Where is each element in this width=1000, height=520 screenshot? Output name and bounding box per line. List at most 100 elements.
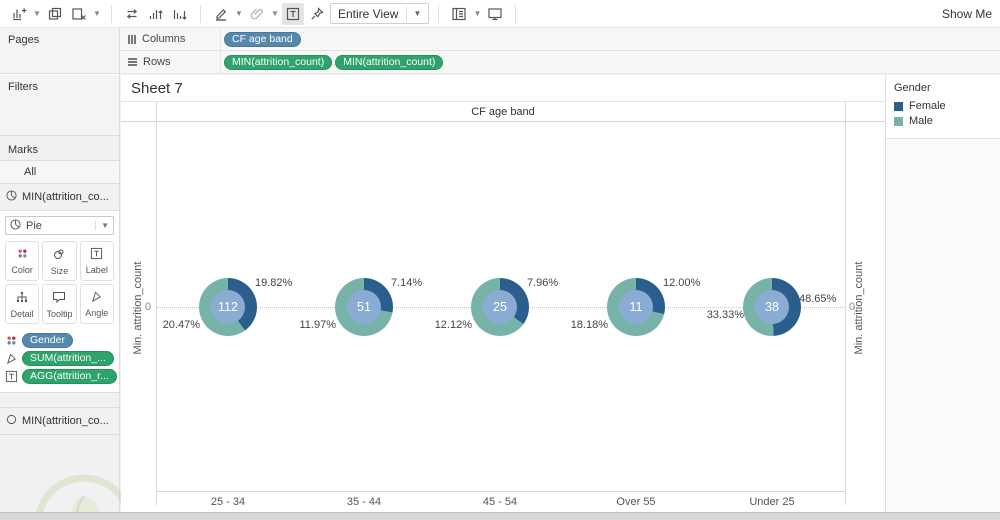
- columns-pill[interactable]: CF age band: [224, 31, 301, 47]
- rows-pill[interactable]: MIN(attrition_count): [335, 54, 444, 70]
- duplicate-sheet-icon[interactable]: [44, 3, 66, 25]
- angle-icon: [5, 352, 18, 365]
- dropdown-caret-icon[interactable]: ▼: [271, 9, 279, 18]
- color-button[interactable]: Color: [5, 241, 40, 281]
- marks-card2-header[interactable]: MIN(attrition_co...: [0, 407, 119, 435]
- tooltip-icon: [52, 290, 66, 306]
- male-pct-label: 33.33%: [706, 309, 744, 321]
- marks-pill[interactable]: SUM(attrition_...: [22, 351, 114, 366]
- bottom-axis-line: [156, 491, 845, 492]
- show-mark-labels-icon[interactable]: [282, 2, 304, 25]
- show-hide-cards-icon[interactable]: [448, 3, 470, 25]
- female-pct-label: 7.96%: [527, 277, 559, 289]
- color-icon: [5, 334, 18, 347]
- mark-type-select[interactable]: Pie ▼: [5, 216, 114, 235]
- legend-item-male[interactable]: Male: [894, 115, 992, 127]
- show-me-label: Show Me: [941, 6, 992, 21]
- status-bar: [0, 512, 1000, 520]
- toolbar-separator: [200, 4, 201, 23]
- detail-button-label: Detail: [10, 308, 34, 319]
- pie-count-circle[interactable]: 112: [211, 290, 245, 324]
- rows-pill[interactable]: MIN(attrition_count): [224, 54, 333, 70]
- marks-pill-row: Gender: [5, 333, 114, 348]
- male-pct-label: 12.12%: [434, 319, 472, 331]
- female-pct-label: 12.00%: [663, 277, 701, 289]
- new-worksheet-icon[interactable]: [8, 3, 30, 25]
- dropdown-caret-icon[interactable]: ▼: [473, 9, 482, 18]
- toolbar-separator: [111, 4, 112, 23]
- category-axis-label: Under 25: [749, 496, 795, 508]
- pie-count-circle[interactable]: 38: [755, 290, 789, 324]
- angle-button[interactable]: Angle: [79, 284, 114, 324]
- pie-count-circle[interactable]: 51: [347, 290, 381, 324]
- group-members-icon[interactable]: [246, 3, 268, 25]
- chevron-down-icon: ▼: [95, 221, 109, 230]
- legend-item-female[interactable]: Female: [894, 100, 992, 112]
- dropdown-caret-icon[interactable]: ▼: [33, 9, 41, 18]
- mark-type-value: Pie: [26, 219, 42, 232]
- angle-icon: [90, 290, 103, 305]
- label-icon: [5, 370, 18, 383]
- gender-legend[interactable]: Gender Female Male: [886, 75, 1000, 139]
- label-icon: [90, 247, 103, 262]
- rows-icon: [128, 58, 137, 66]
- size-button[interactable]: Size: [42, 241, 77, 281]
- rows-shelf[interactable]: Rows MIN(attrition_count) MIN(attrition_c…: [120, 51, 1000, 74]
- fix-axes-icon[interactable]: [306, 3, 328, 25]
- pie-mark-icon: [10, 218, 21, 233]
- sheet-title: Sheet 7: [131, 80, 183, 97]
- toolbar: ▼ ▼ ▼ ▼ Entire View ▼ ▼ Show Me: [0, 0, 1000, 28]
- shelves: Columns CF age band Rows MIN(attrition_c…: [120, 28, 1000, 75]
- category-axis-label: 25 - 34: [210, 496, 246, 508]
- female-pct-label: 48.65%: [799, 293, 837, 305]
- clear-sheet-icon[interactable]: [68, 3, 90, 25]
- toolbar-separator: [438, 4, 440, 23]
- tooltip-button-label: Tooltip: [46, 308, 73, 319]
- marks-pill[interactable]: Gender: [22, 333, 74, 348]
- male-pct-label: 20.47%: [162, 319, 200, 331]
- size-button-label: Size: [50, 265, 69, 276]
- sidebar: Pages Filters Marks All MIN(attrition_co…: [0, 28, 134, 520]
- right-axis-line: [845, 101, 846, 505]
- female-pct-label: 7.14%: [391, 277, 423, 289]
- left-axis-title: Min. attrition_count: [132, 261, 144, 355]
- marks-tab-all[interactable]: All: [0, 160, 119, 184]
- legend-column: Gender Female Male: [885, 75, 1000, 512]
- columns-pills: CF age band: [220, 28, 1000, 50]
- columns-shelf[interactable]: Columns CF age band: [120, 28, 1000, 51]
- view-mode-select[interactable]: Entire View ▼: [330, 3, 430, 24]
- dropdown-caret-icon[interactable]: ▼: [93, 9, 101, 18]
- chart-area: Sheet 7 CF age band 0 0 Min. attrition_c…: [121, 75, 885, 512]
- filters-label: Filters: [8, 81, 38, 93]
- legend-item-label: Male: [909, 115, 933, 127]
- category-axis-label: 45 - 54: [482, 496, 518, 508]
- marks-pill[interactable]: AGG(attrition_r...: [22, 369, 117, 384]
- marks-card2-title: MIN(attrition_co...: [22, 415, 109, 427]
- rows-shelf-label: Rows: [120, 56, 220, 68]
- sort-ascending-icon[interactable]: [145, 3, 167, 25]
- pie-count-circle[interactable]: 25: [483, 290, 517, 324]
- marks-label: Marks: [8, 144, 38, 156]
- header-divider: [121, 121, 885, 122]
- marks-card1-header[interactable]: MIN(attrition_co...: [0, 184, 119, 211]
- detail-button[interactable]: Detail: [5, 284, 40, 324]
- dropdown-caret-icon[interactable]: ▼: [235, 9, 243, 18]
- presentation-mode-icon[interactable]: [484, 3, 506, 25]
- show-me-button[interactable]: Show Me: [936, 7, 992, 21]
- highlight-icon[interactable]: [210, 3, 232, 25]
- column-field-header: CF age band: [471, 106, 535, 118]
- pages-shelf[interactable]: Pages: [0, 28, 119, 74]
- pie-mark-icon: [6, 190, 17, 204]
- label-button[interactable]: Label: [79, 241, 114, 281]
- tooltip-button[interactable]: Tooltip: [42, 284, 77, 324]
- marks-card1-title: MIN(attrition_co...: [22, 191, 109, 203]
- color-button-label: Color: [11, 265, 33, 275]
- male-pct-label: 11.97%: [299, 319, 337, 331]
- swap-rows-columns-icon[interactable]: [121, 3, 143, 25]
- pie-count-circle[interactable]: 11: [619, 290, 653, 324]
- toolbar-icon-group: ▼ ▼ ▼ ▼ Entire View ▼ ▼: [8, 2, 523, 25]
- male-pct-label: 18.18%: [570, 319, 608, 331]
- marks-pill-row: SUM(attrition_...: [5, 351, 114, 366]
- sort-descending-icon[interactable]: [169, 3, 191, 25]
- filters-shelf[interactable]: Filters: [0, 74, 119, 136]
